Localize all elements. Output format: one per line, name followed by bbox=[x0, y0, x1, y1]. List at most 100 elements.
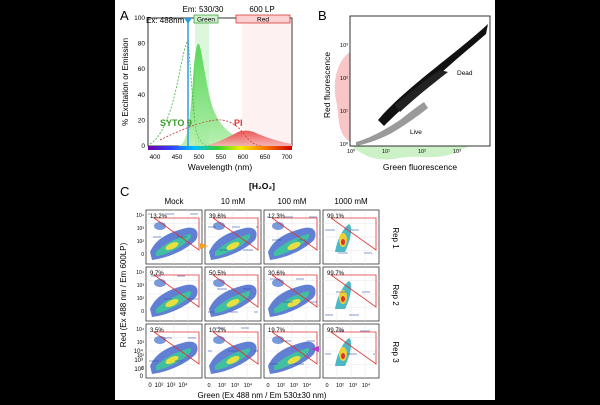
scatter-point bbox=[155, 236, 157, 238]
x-tick: 10⁰ bbox=[347, 148, 356, 155]
scatter-point bbox=[221, 327, 223, 329]
scatter-point bbox=[168, 337, 170, 339]
scatter-point bbox=[302, 363, 304, 365]
live-dead-gate bbox=[211, 274, 259, 308]
density-peak bbox=[226, 355, 240, 365]
scatter-point bbox=[274, 278, 276, 280]
scatter-point bbox=[225, 288, 227, 290]
scatter-point bbox=[342, 330, 344, 332]
scatter-point bbox=[155, 360, 157, 362]
gate-percentage: 9.7% bbox=[150, 271, 164, 277]
scatter-plot: 99.7% bbox=[322, 323, 380, 379]
dead-population-core bbox=[395, 70, 448, 112]
scatter-point bbox=[327, 353, 329, 355]
gate-percentage: 99.7% bbox=[327, 328, 345, 334]
row-y-tick: 10³ bbox=[137, 283, 145, 289]
scatter-point bbox=[208, 311, 210, 313]
scatter-point bbox=[344, 252, 346, 254]
scatter-point bbox=[166, 298, 168, 300]
live-dead-gate bbox=[329, 331, 377, 365]
red-filter-tag: Red bbox=[257, 17, 269, 24]
x-tick: 10² bbox=[155, 383, 164, 389]
live-label: Live bbox=[410, 129, 422, 136]
scatter-plot: 99.1% bbox=[322, 209, 380, 265]
scatter-point bbox=[185, 236, 187, 238]
y-tick: 0 bbox=[141, 143, 145, 150]
scatter-point bbox=[221, 249, 223, 251]
scatter-point bbox=[175, 360, 177, 362]
panel-a-x-ticks: 400 450 500 550 600 650 700 bbox=[150, 154, 293, 161]
scatter-plot: 30.6% bbox=[263, 266, 321, 322]
scatter-point bbox=[298, 278, 300, 280]
scatter-point bbox=[366, 291, 368, 293]
scatter-point bbox=[373, 353, 375, 355]
live-dead-gate bbox=[329, 217, 377, 251]
scatter-point bbox=[272, 278, 274, 280]
scatter-point bbox=[157, 236, 159, 238]
y-tick: 10¹ bbox=[340, 109, 348, 115]
scatter-point bbox=[243, 249, 245, 251]
gate-percentage: 10.2% bbox=[209, 328, 227, 334]
scatter-point bbox=[327, 229, 329, 231]
scatter-point bbox=[238, 226, 240, 228]
excitation-label: Ex: 488nm bbox=[146, 16, 185, 25]
scatter-point bbox=[208, 226, 210, 228]
scatter-point bbox=[190, 337, 192, 339]
scatter-point bbox=[287, 340, 289, 342]
scatter-point bbox=[309, 340, 311, 342]
scatter-point bbox=[368, 252, 370, 254]
scatter-point bbox=[300, 278, 302, 280]
scatter-plot: 19.7% bbox=[263, 323, 321, 379]
scatter-point bbox=[228, 350, 230, 352]
scatter-point bbox=[294, 363, 296, 365]
scatter-point bbox=[325, 229, 327, 231]
scatter-point bbox=[289, 340, 291, 342]
live-dead-gate bbox=[152, 217, 200, 251]
scatter-point bbox=[210, 311, 212, 313]
x-tick: 10³ bbox=[349, 383, 357, 389]
scatter-point bbox=[208, 350, 210, 352]
scatter-point bbox=[344, 291, 346, 293]
scatter-point bbox=[327, 314, 329, 316]
scatter-point bbox=[360, 330, 362, 332]
scatter-plot: 99.7% bbox=[322, 266, 380, 322]
scatter-point bbox=[223, 288, 225, 290]
row-y-tick: 10³ bbox=[137, 226, 145, 232]
scatter-point bbox=[236, 350, 238, 352]
scatter-point bbox=[256, 311, 258, 313]
scatter-point bbox=[221, 288, 223, 290]
scatter-point bbox=[188, 337, 190, 339]
density-peak bbox=[165, 355, 179, 365]
scatter-point bbox=[217, 327, 219, 329]
scatter-point bbox=[270, 278, 272, 280]
scatter-point bbox=[357, 229, 359, 231]
row-y-tick: 10² bbox=[137, 296, 145, 302]
dead-label: Dead bbox=[457, 70, 473, 77]
scatter-point bbox=[296, 363, 298, 365]
dead-cluster bbox=[213, 279, 225, 287]
scatter-point bbox=[234, 350, 236, 352]
scatter-point bbox=[291, 216, 293, 218]
density-peak bbox=[226, 298, 240, 308]
density-peak bbox=[341, 296, 345, 302]
x-tick: 10⁴ bbox=[303, 382, 312, 389]
scatter-point bbox=[280, 239, 282, 241]
panel-a: A bbox=[120, 5, 293, 172]
emission-filter-label: Em: 530/30 bbox=[183, 5, 224, 14]
row-y-tick: 0 bbox=[141, 252, 144, 258]
y-tick: 10⁴ bbox=[134, 348, 144, 355]
row-label: Rep 2 bbox=[391, 284, 400, 306]
scatter-point bbox=[329, 229, 331, 231]
scatter-point bbox=[338, 291, 340, 293]
panel-a-ylabel: % Excitation or Emission bbox=[121, 38, 130, 126]
live-dead-gate bbox=[329, 274, 377, 308]
scatter-point bbox=[232, 350, 234, 352]
scatter-point bbox=[313, 216, 315, 218]
scatter-point bbox=[362, 330, 364, 332]
scatter-point bbox=[234, 226, 236, 228]
dead-cluster bbox=[154, 336, 166, 344]
scatter-point bbox=[329, 314, 331, 316]
panel-a-xlabel: Wavelength (nm) bbox=[188, 162, 253, 172]
scatter-point bbox=[223, 327, 225, 329]
